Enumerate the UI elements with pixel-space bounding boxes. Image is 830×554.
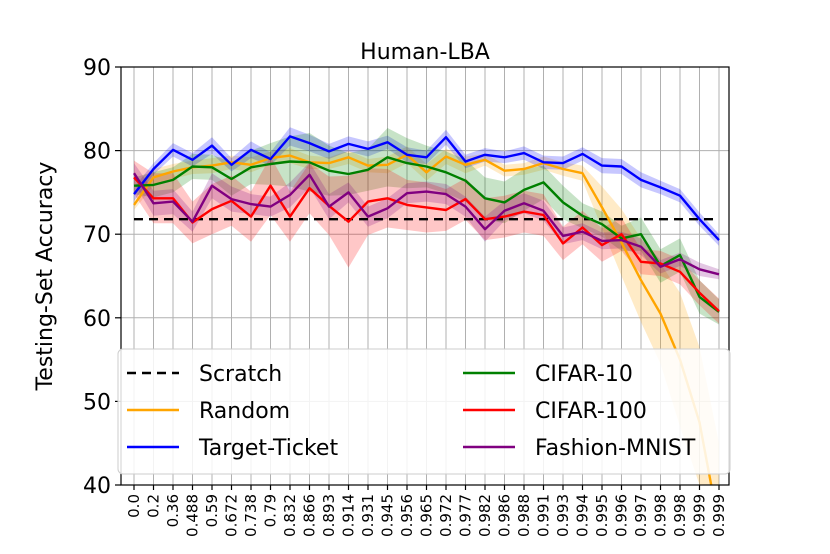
band-fashion-mnist bbox=[134, 162, 719, 280]
x-tick-label: 0.738 bbox=[242, 494, 260, 537]
legend-label-scratch: Scratch bbox=[199, 362, 282, 387]
series-line-target-ticket bbox=[133, 135, 720, 241]
y-tick-label: 70 bbox=[83, 223, 111, 248]
x-tick-label: 0.79 bbox=[262, 494, 280, 527]
x-tick-label: 0.998 bbox=[652, 494, 670, 537]
series-line-fashion-mnist bbox=[132, 172, 720, 276]
x-tick-label: 0.972 bbox=[437, 494, 455, 537]
x-tick-label: 0.998 bbox=[671, 494, 689, 537]
x-tick-label: 0.672 bbox=[223, 494, 241, 537]
y-tick-label: 60 bbox=[83, 307, 111, 332]
y-tick-label: 80 bbox=[83, 140, 111, 165]
plot-frame bbox=[120, 66, 730, 486]
confidence-bands bbox=[134, 127, 719, 485]
legend-box bbox=[117, 348, 731, 475]
band-cifar-100 bbox=[134, 156, 719, 324]
y-tick-label: 40 bbox=[83, 474, 111, 499]
legend-label-cifar-100: CIFAR-100 bbox=[535, 399, 647, 424]
x-tick-label: 0.59 bbox=[203, 494, 221, 527]
y-tick-label: 90 bbox=[83, 56, 111, 81]
y-ticks: 40 50 60 70 80 90 bbox=[83, 56, 121, 499]
series-lines bbox=[132, 135, 720, 485]
x-tick-label: 0.832 bbox=[281, 494, 299, 537]
x-tick-label: 0.0 bbox=[125, 494, 143, 518]
legend-label-target-ticket: Target-Ticket bbox=[198, 436, 338, 461]
x-tick-label: 0.36 bbox=[164, 494, 182, 527]
band-target-ticket bbox=[134, 127, 719, 246]
series-line-cifar-10 bbox=[133, 156, 720, 313]
band-cifar-10 bbox=[134, 128, 719, 325]
x-tick-label: 0.866 bbox=[301, 494, 319, 537]
x-tick-label: 0.991 bbox=[535, 494, 553, 537]
x-tick-label: 0.986 bbox=[496, 494, 514, 537]
x-tick-label: 0.995 bbox=[593, 494, 611, 537]
legend-label-fashion-mnist: Fashion-MNIST bbox=[535, 436, 696, 461]
legend-label-random: Random bbox=[199, 399, 290, 424]
series-line-cifar-100 bbox=[133, 176, 720, 312]
x-tick-label: 0.977 bbox=[457, 494, 475, 537]
x-tick-label: 0.488 bbox=[184, 494, 202, 537]
x-tick-label: 0.945 bbox=[379, 494, 397, 537]
legend-label-cifar-10: CIFAR-10 bbox=[535, 362, 633, 387]
y-tick-label: 50 bbox=[83, 390, 111, 415]
series-line-random bbox=[133, 153, 713, 485]
legend: Scratch Random Target-Ticket CIFAR-10 CIFAR-… bbox=[117, 348, 731, 475]
x-ticks: 0.0 0.2 0.36 0.488 0.59 0.672 0.738 0.79 0.832 0.… bbox=[125, 485, 728, 537]
x-tick-label: 0.999 bbox=[691, 494, 709, 537]
x-tick-label: 0.994 bbox=[574, 494, 592, 537]
y-axis-label: Testing-Set Accuracy bbox=[33, 162, 58, 392]
x-tick-label: 0.965 bbox=[418, 494, 436, 537]
x-tick-label: 0.997 bbox=[632, 494, 650, 537]
x-tick-label: 0.956 bbox=[398, 494, 416, 537]
chart-title: Human-LBA bbox=[360, 40, 490, 65]
x-tick-label: 0.999 bbox=[710, 494, 728, 537]
x-tick-label: 0.893 bbox=[320, 494, 338, 537]
x-tick-label: 0.931 bbox=[359, 494, 377, 537]
x-tick-label: 0.996 bbox=[613, 494, 631, 537]
x-tick-label: 0.993 bbox=[554, 494, 572, 537]
x-tick-label: 0.988 bbox=[515, 494, 533, 537]
x-tick-label: 0.2 bbox=[145, 494, 163, 518]
x-tick-label: 0.982 bbox=[476, 494, 494, 537]
x-tick-label: 0.914 bbox=[340, 494, 358, 537]
